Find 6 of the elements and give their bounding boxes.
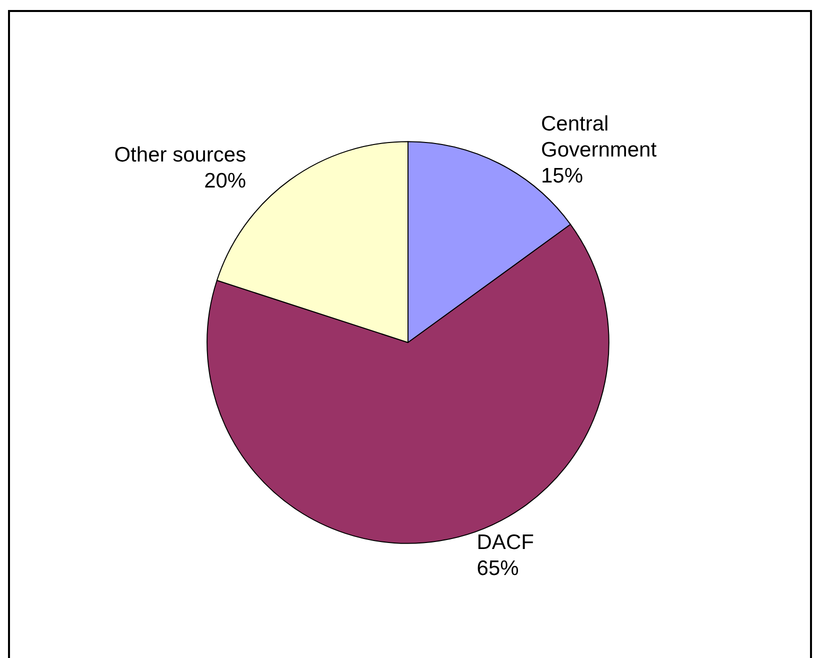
- slice-label: Central Government: [541, 112, 657, 162]
- data-label: 65%: [476, 557, 519, 580]
- data-label: 20%: [204, 169, 246, 192]
- data-label: 15%: [541, 164, 584, 188]
- slice-label: Other sources: [114, 143, 246, 166]
- slice-label: DACF: [476, 531, 534, 554]
